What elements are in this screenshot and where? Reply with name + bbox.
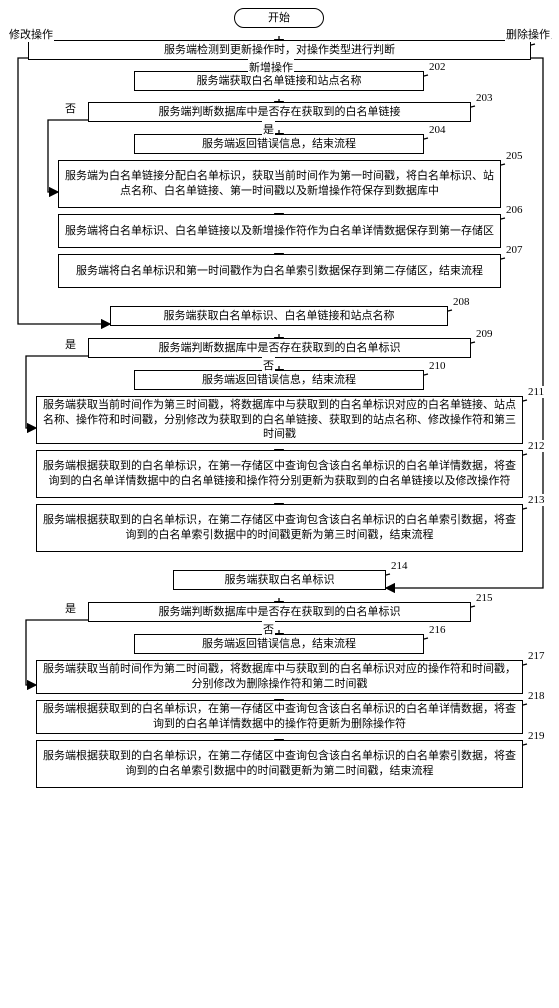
flow-node-tag-n204: 204 — [428, 124, 447, 136]
flow-node-n219: 服务端根据获取到的白名单标识，在第二存储区中查询包含该白名单标识的白名单索引数据… — [36, 740, 523, 788]
flow-node-n218: 服务端根据获取到的白名单标识，在第一存储区中查询包含该白名单标识的白名单详情数据… — [36, 700, 523, 734]
flow-node-tag-n219: 219 — [527, 730, 546, 742]
flow-node-tag-n213: 213 — [527, 494, 546, 506]
flow-node-tag-n206: 206 — [505, 204, 524, 216]
flow-node-text: 服务端判断数据库中是否存在获取到的白名单标识 — [159, 605, 401, 620]
flow-node-tag-n215: 215 — [475, 592, 494, 604]
flow-node-text: 服务端将白名单标识、白名单链接以及新增操作符作为白名单详情数据保存到第一存储区 — [65, 224, 494, 239]
flow-node-text: 开始 — [268, 11, 290, 26]
flow-node-tag-n217: 217 — [527, 650, 546, 662]
flow-node-text: 服务端根据获取到的白名单标识，在第二存储区中查询包含该白名单标识的白名单索引数据… — [43, 513, 516, 543]
flow-node-text: 服务端获取当前时间作为第三时间戳，将数据库中与获取到的白名单标识对应的白名单链接… — [43, 398, 516, 443]
flow-node-n206: 服务端将白名单标识、白名单链接以及新增操作符作为白名单详情数据保存到第一存储区 — [58, 214, 501, 248]
flow-node-tag-n205: 205 — [505, 150, 524, 162]
flow-node-text: 服务端判断数据库中是否存在获取到的白名单链接 — [159, 105, 401, 120]
flow-node-tag-n207: 207 — [505, 244, 524, 256]
edge-label-e215_yes: 是 — [64, 600, 77, 616]
flow-node-text: 服务端获取白名单标识 — [225, 573, 335, 588]
flow-node-text: 服务端判断数据库中是否存在获取到的白名单标识 — [159, 341, 401, 356]
flow-node-text: 服务端获取白名单链接和站点名称 — [197, 74, 362, 89]
flow-node-tag-n212: 212 — [527, 440, 546, 452]
flow-node-text: 服务端检测到更新操作时，对操作类型进行判断 — [164, 43, 395, 58]
edge-label-e215_no: 否 — [262, 621, 275, 637]
flow-node-tag-n214: 214 — [390, 560, 409, 572]
flow-node-text: 服务端将白名单标识和第一时间戳作为白名单索引数据保存到第二存储区，结束流程 — [76, 264, 483, 279]
flow-node-n207: 服务端将白名单标识和第一时间戳作为白名单索引数据保存到第二存储区，结束流程 — [58, 254, 501, 288]
edge-label-e209_no: 否 — [262, 357, 275, 373]
flow-node-text: 服务端返回错误信息，结束流程 — [202, 137, 356, 152]
flow-node-tag-n216: 216 — [428, 624, 447, 636]
flow-node-tag-n209: 209 — [475, 328, 494, 340]
flow-node-n204: 服务端返回错误信息，结束流程 — [134, 134, 424, 154]
flow-node-n212: 服务端根据获取到的白名单标识，在第一存储区中查询包含该白名单标识的白名单详情数据… — [36, 450, 523, 498]
flow-node-tag-n202: 202 — [428, 61, 447, 73]
flow-node-n214: 服务端获取白名单标识 — [173, 570, 386, 590]
flow-node-text: 服务端为白名单链接分配白名单标识，获取当前时间作为第一时间戳，将白名单标识、站点… — [65, 169, 494, 199]
flow-node-tag-n211: 211 — [527, 386, 545, 398]
flow-node-n210: 服务端返回错误信息，结束流程 — [134, 370, 424, 390]
branch-label-add: 新增操作 — [248, 59, 294, 75]
flow-node-start: 开始 — [234, 8, 324, 28]
flow-node-n217: 服务端获取当前时间作为第二时间戳，将数据库中与获取到的白名单标识对应的操作符和时… — [36, 660, 523, 694]
flow-node-n205: 服务端为白名单链接分配白名单标识，获取当前时间作为第一时间戳，将白名单标识、站点… — [58, 160, 501, 208]
flow-node-n211: 服务端获取当前时间作为第三时间戳，将数据库中与获取到的白名单标识对应的白名单链接… — [36, 396, 523, 444]
flow-node-tag-n218: 218 — [527, 690, 546, 702]
flow-node-n201: 服务端检测到更新操作时，对操作类型进行判断 — [28, 40, 531, 60]
flow-node-text: 服务端返回错误信息，结束流程 — [202, 637, 356, 652]
flow-node-text: 服务端根据获取到的白名单标识，在第二存储区中查询包含该白名单标识的白名单索引数据… — [43, 749, 516, 779]
branch-label-delete: 删除操作 — [505, 26, 551, 42]
flow-node-n215: 服务端判断数据库中是否存在获取到的白名单标识 — [88, 602, 471, 622]
flow-node-text: 服务端获取白名单标识、白名单链接和站点名称 — [164, 309, 395, 324]
edge-label-e203_yes: 是 — [262, 121, 275, 137]
flow-node-text: 服务端根据获取到的白名单标识，在第一存储区中查询包含该白名单标识的白名单详情数据… — [43, 702, 516, 732]
flow-node-tag-n208: 208 — [452, 296, 471, 308]
flow-node-tag-n210: 210 — [428, 360, 447, 372]
flow-node-text: 服务端返回错误信息，结束流程 — [202, 373, 356, 388]
branch-label-modify: 修改操作 — [8, 26, 54, 42]
edge-label-e209_yes: 是 — [64, 336, 77, 352]
flow-node-n203: 服务端判断数据库中是否存在获取到的白名单链接 — [88, 102, 471, 122]
flow-node-text: 服务端获取当前时间作为第二时间戳，将数据库中与获取到的白名单标识对应的操作符和时… — [43, 662, 516, 692]
edge-label-e203_no: 否 — [64, 100, 77, 116]
flow-node-n208: 服务端获取白名单标识、白名单链接和站点名称 — [110, 306, 448, 326]
flow-node-tag-n203: 203 — [475, 92, 494, 104]
flow-node-n216: 服务端返回错误信息，结束流程 — [134, 634, 424, 654]
flow-node-text: 服务端根据获取到的白名单标识，在第一存储区中查询包含该白名单标识的白名单详情数据… — [43, 459, 516, 489]
flow-node-n209: 服务端判断数据库中是否存在获取到的白名单标识 — [88, 338, 471, 358]
flow-node-n213: 服务端根据获取到的白名单标识，在第二存储区中查询包含该白名单标识的白名单索引数据… — [36, 504, 523, 552]
